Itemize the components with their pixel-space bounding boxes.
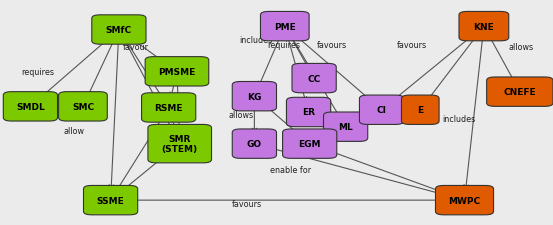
Text: ML: ML bbox=[338, 123, 353, 132]
Text: includes: includes bbox=[442, 115, 476, 124]
Text: KG: KG bbox=[247, 92, 262, 101]
Text: RSME: RSME bbox=[154, 104, 183, 112]
Text: SSME: SSME bbox=[97, 196, 124, 205]
FancyBboxPatch shape bbox=[92, 16, 146, 45]
Text: enable for: enable for bbox=[270, 165, 311, 174]
Text: requires: requires bbox=[267, 40, 300, 50]
FancyBboxPatch shape bbox=[487, 78, 553, 107]
FancyBboxPatch shape bbox=[3, 92, 58, 122]
Text: favours: favours bbox=[397, 40, 427, 50]
Text: favour: favour bbox=[123, 43, 149, 52]
Text: KNE: KNE bbox=[473, 22, 494, 32]
FancyBboxPatch shape bbox=[232, 129, 276, 159]
Text: favours: favours bbox=[316, 40, 346, 50]
Text: PME: PME bbox=[274, 22, 296, 32]
FancyBboxPatch shape bbox=[292, 64, 336, 93]
Text: SMDL: SMDL bbox=[16, 102, 45, 111]
Text: CI: CI bbox=[377, 106, 387, 115]
Text: SMfC: SMfC bbox=[106, 26, 132, 35]
Text: CC: CC bbox=[307, 74, 321, 83]
FancyBboxPatch shape bbox=[324, 112, 368, 142]
Text: EGM: EGM bbox=[299, 140, 321, 148]
FancyBboxPatch shape bbox=[286, 98, 331, 127]
FancyBboxPatch shape bbox=[283, 129, 337, 159]
Text: E: E bbox=[417, 106, 424, 115]
FancyBboxPatch shape bbox=[142, 93, 196, 123]
Text: includes: includes bbox=[239, 36, 272, 45]
FancyBboxPatch shape bbox=[232, 82, 276, 111]
Text: allows: allows bbox=[229, 110, 254, 119]
FancyBboxPatch shape bbox=[401, 96, 439, 125]
FancyBboxPatch shape bbox=[436, 186, 493, 215]
Text: allow: allow bbox=[64, 126, 85, 135]
Text: ER: ER bbox=[302, 108, 315, 117]
FancyBboxPatch shape bbox=[59, 92, 107, 122]
FancyBboxPatch shape bbox=[260, 12, 309, 42]
FancyBboxPatch shape bbox=[145, 57, 209, 87]
Text: allows: allows bbox=[509, 43, 534, 52]
Text: SMR
(STEM): SMR (STEM) bbox=[161, 134, 198, 154]
FancyBboxPatch shape bbox=[84, 186, 138, 215]
Text: GO: GO bbox=[247, 140, 262, 148]
Text: SMC: SMC bbox=[72, 102, 94, 111]
Text: requires: requires bbox=[21, 68, 54, 76]
Text: CNEFE: CNEFE bbox=[504, 88, 536, 97]
FancyBboxPatch shape bbox=[148, 125, 211, 163]
Text: MWPC: MWPC bbox=[448, 196, 481, 205]
FancyBboxPatch shape bbox=[359, 96, 404, 125]
Text: favours: favours bbox=[232, 199, 262, 208]
Text: PMSME: PMSME bbox=[158, 68, 196, 76]
FancyBboxPatch shape bbox=[459, 12, 509, 42]
